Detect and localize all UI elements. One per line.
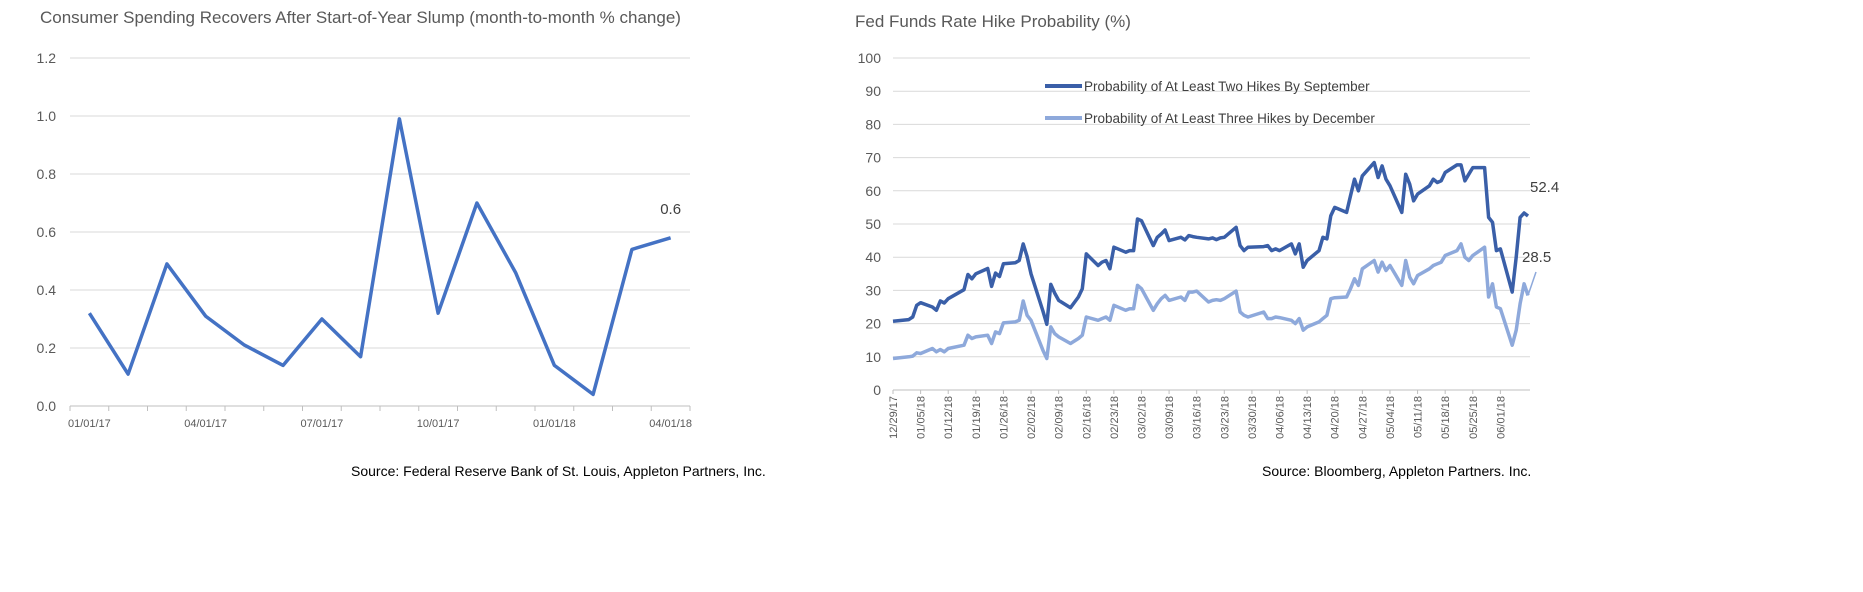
legend-label-2: Probability of At Least Three Hikes by D…: [1084, 111, 1375, 126]
y-tick-label: 0: [873, 382, 881, 398]
x-tick-label: 05/11/18: [1413, 396, 1425, 438]
y-tick-label: 90: [865, 83, 881, 99]
y-tick-label: 0.4: [37, 282, 57, 298]
x-tick-label: 02/02/18: [1026, 396, 1038, 439]
y-tick-label: 1.0: [37, 108, 57, 124]
chart-title: Consumer Spending Recovers After Start-o…: [40, 8, 681, 27]
x-tick-label: 01/12/18: [943, 396, 955, 439]
chart-source: Source: Federal Reserve Bank of St. Loui…: [351, 463, 766, 479]
x-tick-label: 03/09/18: [1164, 396, 1176, 439]
fed-funds-chart: Fed Funds Rate Hike Probability (%) 0 10 2…: [855, 0, 1863, 592]
y-tick-label: 20: [865, 316, 881, 332]
x-tick-label: 02/09/18: [1054, 396, 1066, 439]
x-tick-label: 03/02/18: [1136, 396, 1148, 439]
y-tick-label: 40: [865, 249, 881, 265]
series-line-2: [892, 242, 1530, 361]
chart-title: Fed Funds Rate Hike Probability (%): [855, 12, 1131, 31]
y-tick-label: 70: [865, 150, 881, 166]
series-2-label-leader: [1527, 271, 1537, 296]
x-tick-label: 05/04/18: [1385, 396, 1397, 439]
series-2-end-label: 28.5: [1522, 249, 1551, 266]
x-tick-label: 04/06/18: [1275, 396, 1287, 439]
y-tick-label: 80: [865, 116, 881, 132]
legend-label-1: Probability of At Least Two Hikes By Sep…: [1084, 79, 1370, 94]
x-tick-label: 04/27/18: [1357, 396, 1369, 439]
y-tick-label: 0.6: [37, 224, 57, 240]
chart-source: Source: Bloomberg, Appleton Partners. In…: [1262, 463, 1532, 479]
consumer-spending-plot: 0.0 0.2 0.4 0.6 0.8 1.0 1.2 01/01/17 04/01/17 07/…: [37, 50, 693, 430]
x-tick-label: 05/18/18: [1440, 396, 1452, 439]
y-tick-label: 10: [865, 349, 881, 365]
x-tick-label: 01/19/18: [971, 396, 983, 439]
x-tick-label: 04/01/17: [184, 418, 227, 430]
series-1-end-label: 52.4: [1530, 179, 1559, 196]
x-tick-label: 01/01/17: [68, 418, 111, 430]
y-tick-label: 50: [865, 216, 881, 232]
x-tick-label: 01/05/18: [916, 396, 928, 439]
x-tick-label: 01/01/18: [533, 418, 576, 430]
y-tick-label: 0.2: [37, 340, 57, 356]
y-tick-label: 1.2: [37, 50, 57, 66]
consumer-spending-chart: Consumer Spending Recovers After Start-o…: [0, 0, 930, 592]
y-tick-label: 100: [858, 50, 882, 66]
x-tick-label: 03/23/18: [1219, 396, 1231, 439]
x-tick-label: 12/29/17: [888, 396, 900, 439]
y-tick-label: 0.8: [37, 166, 57, 182]
series-line-1: [892, 160, 1530, 327]
x-tick-label: 03/30/18: [1247, 396, 1259, 439]
end-value-label: 0.6: [660, 201, 681, 218]
y-tick-label: 0.0: [37, 398, 57, 414]
x-tick-label: 04/13/18: [1302, 396, 1314, 439]
x-tick-label: 06/01/18: [1495, 396, 1507, 439]
x-tick-label: 02/16/18: [1081, 396, 1093, 439]
y-tick-label: 60: [865, 183, 881, 199]
x-tick-label: 02/23/18: [1109, 396, 1121, 439]
x-tick-label: 04/01/18: [649, 418, 692, 430]
y-tick-label: 30: [865, 282, 881, 298]
x-tick-label: 05/25/18: [1468, 396, 1480, 439]
x-tick-label: 07/01/17: [300, 418, 343, 430]
x-tick-label: 03/16/18: [1192, 396, 1204, 439]
x-tick-label: 04/20/18: [1330, 396, 1342, 439]
x-tick-label: 01/26/18: [998, 396, 1010, 439]
x-tick-label: 10/01/17: [417, 418, 460, 430]
series-line: [87, 117, 672, 397]
